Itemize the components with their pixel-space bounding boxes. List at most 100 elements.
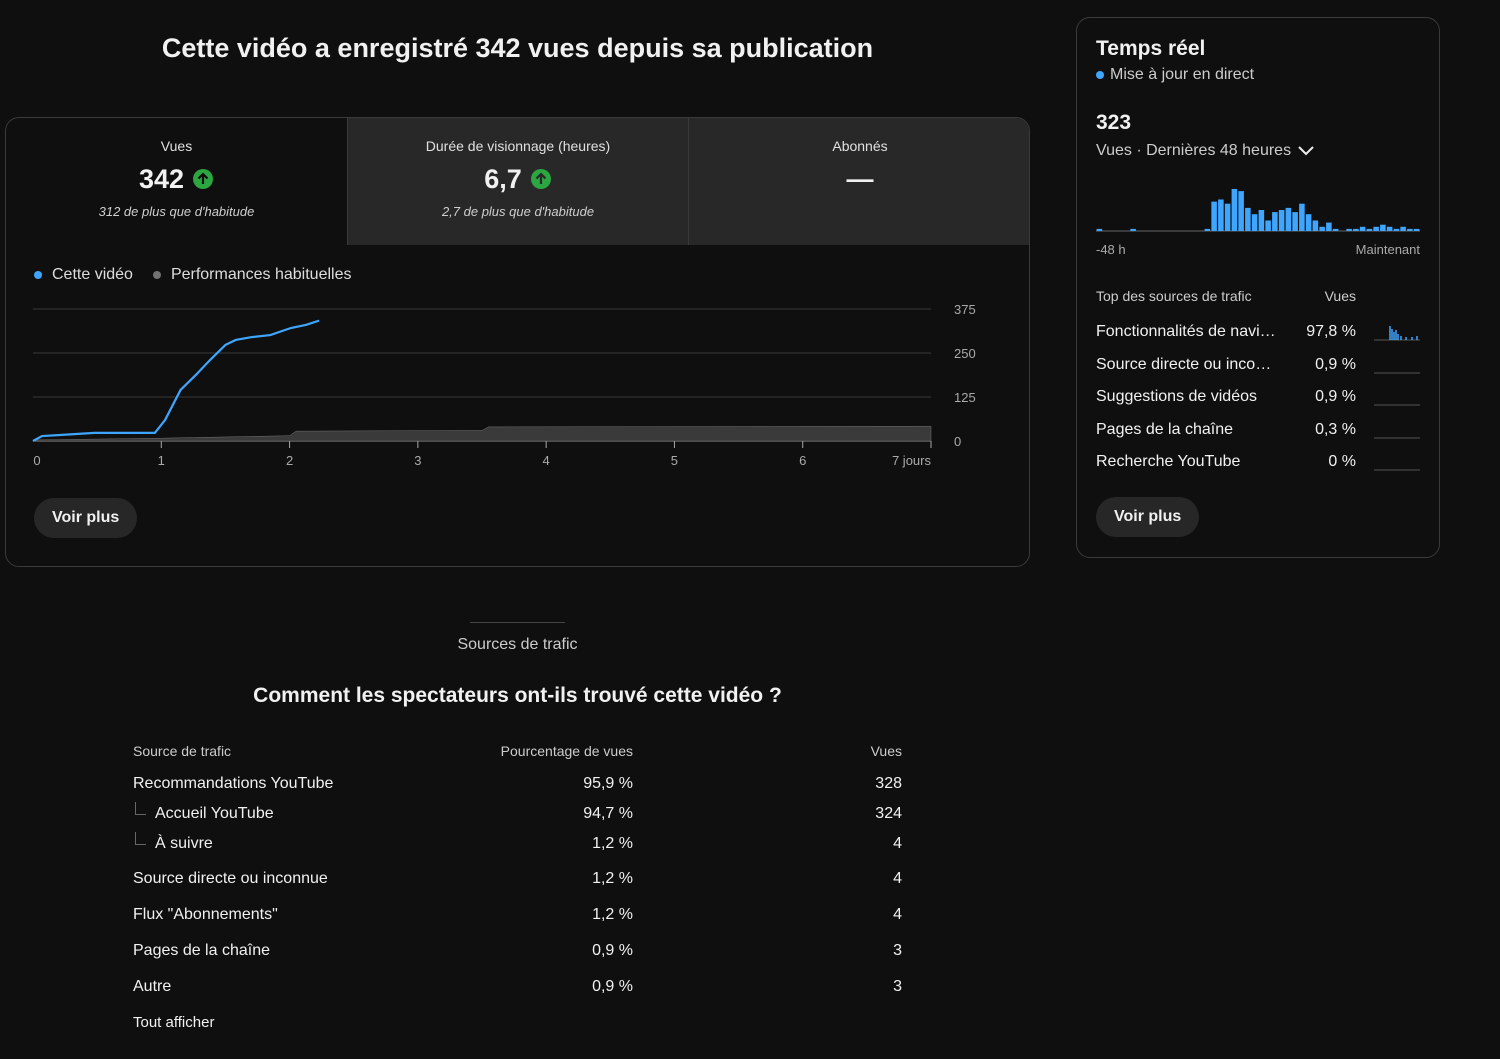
views-header: Vues bbox=[1324, 288, 1356, 304]
sparkline-line bbox=[1389, 326, 1418, 340]
views: 324 bbox=[875, 805, 902, 822]
bar bbox=[1299, 203, 1305, 231]
sparkline bbox=[1374, 404, 1420, 406]
column-header: Source de trafic bbox=[133, 743, 232, 759]
legend-label: Performances habituelles bbox=[170, 266, 352, 283]
bar bbox=[1218, 199, 1224, 231]
metric-card[interactable]: Abonnés — bbox=[688, 118, 1029, 245]
sparkline bbox=[1374, 326, 1420, 341]
source-name: Pages de la chaîne bbox=[1096, 420, 1233, 438]
source-name: Autre bbox=[133, 978, 172, 995]
bar bbox=[1204, 228, 1211, 231]
bar bbox=[1326, 222, 1332, 231]
bar bbox=[1211, 201, 1217, 231]
source-name: Suggestions de vidéos bbox=[1096, 388, 1257, 405]
realtime-chart: -48 h Maintenant bbox=[1096, 189, 1420, 257]
bar bbox=[1224, 203, 1231, 231]
percentage: 94,7 % bbox=[583, 805, 633, 822]
bar bbox=[1245, 207, 1251, 231]
realtime-panel bbox=[1076, 17, 1440, 558]
metric-value: 6,7 bbox=[484, 163, 522, 194]
indent-marker bbox=[135, 802, 146, 815]
column-header: Vues bbox=[870, 743, 902, 759]
tab-indicator bbox=[470, 622, 565, 623]
bar bbox=[1265, 220, 1271, 231]
source-name: Source directe ou inconnue bbox=[1096, 355, 1278, 373]
source-name: À suivre bbox=[155, 835, 213, 852]
bar bbox=[1130, 228, 1136, 231]
realtime-status: Mise à jour en direct bbox=[1096, 66, 1254, 84]
x-tick-label: 7 jours bbox=[892, 453, 932, 468]
period-selector[interactable]: Vues · Dernières 48 heures bbox=[1096, 142, 1315, 160]
bar bbox=[1332, 228, 1339, 231]
source-share: 0 % bbox=[1328, 453, 1356, 470]
bar bbox=[1292, 212, 1298, 231]
bar bbox=[1312, 220, 1319, 231]
percentage: 95,9 % bbox=[583, 775, 633, 792]
x-tick-label: 0 bbox=[33, 453, 40, 468]
metric-label: Vues bbox=[160, 138, 193, 154]
percentage: 1,2 % bbox=[592, 906, 633, 923]
table-row: Recommandations YouTube 95,9 % 328 bbox=[133, 772, 902, 796]
bar bbox=[1366, 228, 1373, 231]
table-row: Accueil YouTube 94,7 % 324 bbox=[133, 802, 902, 826]
percentage: 1,2 % bbox=[592, 835, 633, 852]
bar bbox=[1407, 228, 1413, 231]
source-name: Flux "Abonnements" bbox=[133, 906, 278, 923]
table-row: Pages de la chaîne 0,9 % 3 bbox=[133, 939, 902, 963]
bar bbox=[1231, 189, 1238, 231]
x-tick-label: 6 bbox=[799, 453, 806, 468]
show-all-link[interactable]: Tout afficher bbox=[133, 1014, 215, 1031]
source-name: Recommandations YouTube bbox=[133, 775, 334, 792]
bar bbox=[1278, 210, 1285, 231]
live-dot bbox=[1096, 70, 1104, 79]
status-text: Mise à jour en direct bbox=[1110, 66, 1255, 83]
bar bbox=[1373, 226, 1379, 231]
source-row: Source directe ou inconnue 0,9 % bbox=[1096, 353, 1420, 377]
percentage: 1,2 % bbox=[592, 870, 633, 887]
metric-value: 342 bbox=[138, 163, 185, 194]
views: 3 bbox=[893, 942, 902, 959]
percentage: 0,9 % bbox=[592, 942, 633, 959]
x-tick-label: 1 bbox=[158, 453, 165, 468]
views: 328 bbox=[875, 775, 902, 792]
table-header: Source de trafic Pourcentage de vues Vue… bbox=[133, 739, 902, 763]
y-tick-label: 250 bbox=[954, 346, 976, 361]
bar bbox=[1380, 224, 1386, 231]
sparkline bbox=[1374, 469, 1420, 471]
metric-card[interactable]: Vues 342 312 de plus que d'habitude bbox=[6, 118, 347, 245]
bar bbox=[1096, 228, 1103, 231]
metric-label: Durée de visionnage (heures) bbox=[425, 138, 611, 154]
see-more-button[interactable]: Voir plus bbox=[1096, 497, 1200, 537]
bar bbox=[1346, 228, 1352, 231]
tab-label[interactable]: Sources de trafic bbox=[457, 636, 578, 653]
bar bbox=[1238, 191, 1244, 231]
see-more-button[interactable]: Voir plus bbox=[34, 498, 138, 538]
line-chart: 0 125 250 375 0 1 2 3 4 5 6 7 jours bbox=[32, 302, 976, 468]
source-share: 0,9 % bbox=[1315, 388, 1356, 405]
legend-item: Cette vidéo bbox=[34, 266, 133, 284]
chevron-icon bbox=[1298, 146, 1314, 156]
table-row: À suivre 1,2 % 4 bbox=[133, 832, 902, 856]
views: 4 bbox=[893, 906, 902, 923]
source-share: 97,8 % bbox=[1306, 323, 1356, 340]
table-row: Source directe ou inconnue 1,2 % 4 bbox=[133, 867, 902, 891]
source-name: Accueil YouTube bbox=[155, 805, 274, 822]
source-name: Source directe ou inconnue bbox=[133, 870, 328, 887]
metric-value: — bbox=[846, 163, 874, 194]
y-tick-label: 375 bbox=[954, 302, 976, 317]
x-tick-label: 5 bbox=[671, 453, 678, 468]
source-row: Suggestions de vidéos 0,9 % bbox=[1096, 385, 1420, 409]
bar bbox=[1319, 226, 1325, 231]
video-line bbox=[32, 319, 320, 442]
x-tick-label: 4 bbox=[543, 453, 550, 468]
views: 4 bbox=[893, 870, 902, 887]
column-header: Pourcentage de vues bbox=[500, 743, 633, 759]
source-name: Pages de la chaîne bbox=[133, 942, 270, 959]
metric-card[interactable]: Durée de visionnage (heures) 6,7 2,7 de … bbox=[347, 118, 688, 245]
table-row: Autre 0,9 % 3 bbox=[133, 975, 902, 999]
legend-label: Cette vidéo bbox=[52, 266, 133, 283]
source-row: Recherche YouTube 0 % bbox=[1096, 450, 1420, 474]
page-title: Cette vidéo a enregistré 342 vues depuis… bbox=[161, 33, 874, 63]
